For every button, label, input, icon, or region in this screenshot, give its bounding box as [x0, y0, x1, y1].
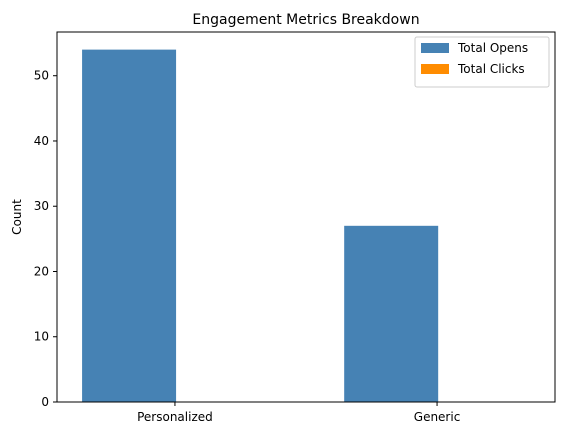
x-tick-label: Personalized [137, 410, 213, 424]
y-axis: 0 10 20 30 40 50 [34, 69, 57, 409]
legend: Total Opens Total Clicks [414, 36, 550, 88]
y-tick-label: 30 [34, 199, 49, 213]
bar-total-opens-personalized [82, 49, 177, 402]
y-tick-label: 50 [34, 69, 49, 83]
x-axis: Personalized Generic [137, 402, 460, 424]
y-tick-label: 0 [41, 395, 49, 409]
chart-title: Engagement Metrics Breakdown [192, 12, 419, 28]
y-tick-label: 40 [34, 134, 49, 148]
legend-label: Total Opens [457, 41, 528, 55]
y-tick-label: 10 [34, 330, 49, 344]
y-axis-label: Count [10, 199, 24, 235]
bar-total-opens-generic [344, 225, 439, 402]
legend-swatch [421, 43, 449, 53]
legend-swatch [421, 64, 449, 74]
plot-frame [56, 31, 556, 403]
x-tick-label: Generic [414, 410, 461, 424]
y-tick-label: 20 [34, 264, 49, 278]
legend-label: Total Clicks [457, 62, 525, 76]
bars-layer [82, 49, 439, 402]
